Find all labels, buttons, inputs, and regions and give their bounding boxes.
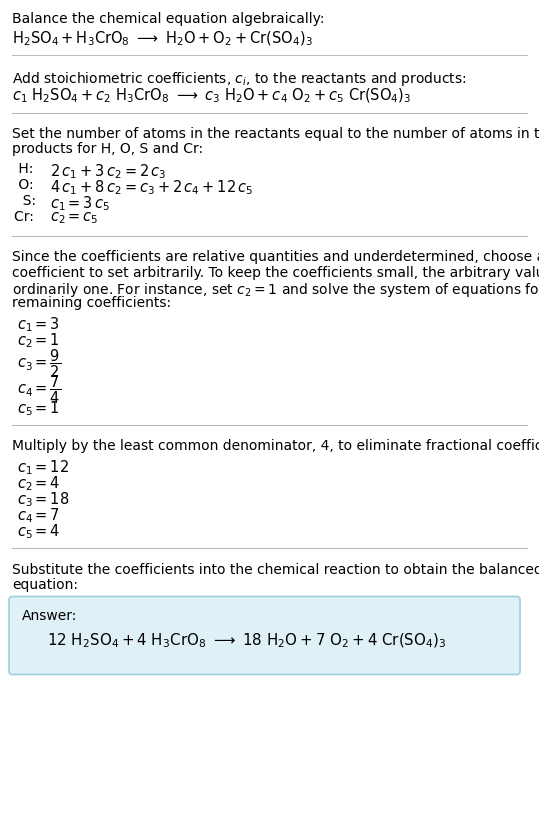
Text: ordinarily one. For instance, set $c_2 = 1$ and solve the system of equations fo: ordinarily one. For instance, set $c_2 =… <box>12 281 539 299</box>
Text: $c_2 = c_5$: $c_2 = c_5$ <box>50 210 99 226</box>
Text: $c_4 = \dfrac{7}{4}$: $c_4 = \dfrac{7}{4}$ <box>17 373 61 405</box>
Text: Cr:: Cr: <box>14 210 43 224</box>
Text: Multiply by the least common denominator, 4, to eliminate fractional coefficient: Multiply by the least common denominator… <box>12 439 539 453</box>
Text: $c_1\ \mathrm{H_2SO_4} + c_2\ \mathrm{H_3CrO_8}\ \longrightarrow\ c_3\ \mathrm{H: $c_1\ \mathrm{H_2SO_4} + c_2\ \mathrm{H_… <box>12 87 411 105</box>
Text: products for H, O, S and Cr:: products for H, O, S and Cr: <box>12 142 203 156</box>
Text: $c_5 = 4$: $c_5 = 4$ <box>17 523 60 541</box>
Text: $c_1 = 12$: $c_1 = 12$ <box>17 459 69 478</box>
Text: H:: H: <box>14 162 42 176</box>
Text: Set the number of atoms in the reactants equal to the number of atoms in the: Set the number of atoms in the reactants… <box>12 127 539 141</box>
Text: $c_3 = \dfrac{9}{2}$: $c_3 = \dfrac{9}{2}$ <box>17 347 61 380</box>
Text: O:: O: <box>14 178 43 192</box>
Text: $c_2 = 4$: $c_2 = 4$ <box>17 474 60 493</box>
Text: $c_2 = 1$: $c_2 = 1$ <box>17 331 60 349</box>
Text: $c_1 = 3$: $c_1 = 3$ <box>17 315 60 334</box>
FancyBboxPatch shape <box>9 597 520 675</box>
Text: coefficient to set arbitrarily. To keep the coefficients small, the arbitrary va: coefficient to set arbitrarily. To keep … <box>12 266 539 279</box>
Text: $4\,c_1 + 8\,c_2 = c_3 + 2\,c_4 + 12\,c_5$: $4\,c_1 + 8\,c_2 = c_3 + 2\,c_4 + 12\,c_… <box>50 178 253 196</box>
Text: remaining coefficients:: remaining coefficients: <box>12 297 171 311</box>
Text: $2\,c_1 + 3\,c_2 = 2\,c_3$: $2\,c_1 + 3\,c_2 = 2\,c_3$ <box>50 162 167 181</box>
Text: $c_3 = 18$: $c_3 = 18$ <box>17 491 70 509</box>
Text: Answer:: Answer: <box>22 609 78 624</box>
Text: S:: S: <box>14 194 45 208</box>
Text: Balance the chemical equation algebraically:: Balance the chemical equation algebraica… <box>12 12 324 26</box>
Text: Since the coefficients are relative quantities and underdetermined, choose a: Since the coefficients are relative quan… <box>12 250 539 264</box>
Text: $\mathrm{H_2SO_4 + H_3CrO_8 \ \longrightarrow \ H_2O + O_2 + Cr(SO_4)_3}$: $\mathrm{H_2SO_4 + H_3CrO_8 \ \longright… <box>12 30 313 48</box>
Text: $12\ \mathrm{H_2SO_4} + 4\ \mathrm{H_3CrO_8}\ \longrightarrow\ 18\ \mathrm{H_2O}: $12\ \mathrm{H_2SO_4} + 4\ \mathrm{H_3Cr… <box>47 631 446 650</box>
Text: $c_5 = 1$: $c_5 = 1$ <box>17 399 60 418</box>
Text: Add stoichiometric coefficients, $c_i$, to the reactants and products:: Add stoichiometric coefficients, $c_i$, … <box>12 70 467 87</box>
Text: Substitute the coefficients into the chemical reaction to obtain the balanced: Substitute the coefficients into the che… <box>12 562 539 576</box>
Text: equation:: equation: <box>12 578 78 592</box>
Text: $c_4 = 7$: $c_4 = 7$ <box>17 506 60 525</box>
Text: $c_1 = 3\,c_5$: $c_1 = 3\,c_5$ <box>50 194 110 213</box>
